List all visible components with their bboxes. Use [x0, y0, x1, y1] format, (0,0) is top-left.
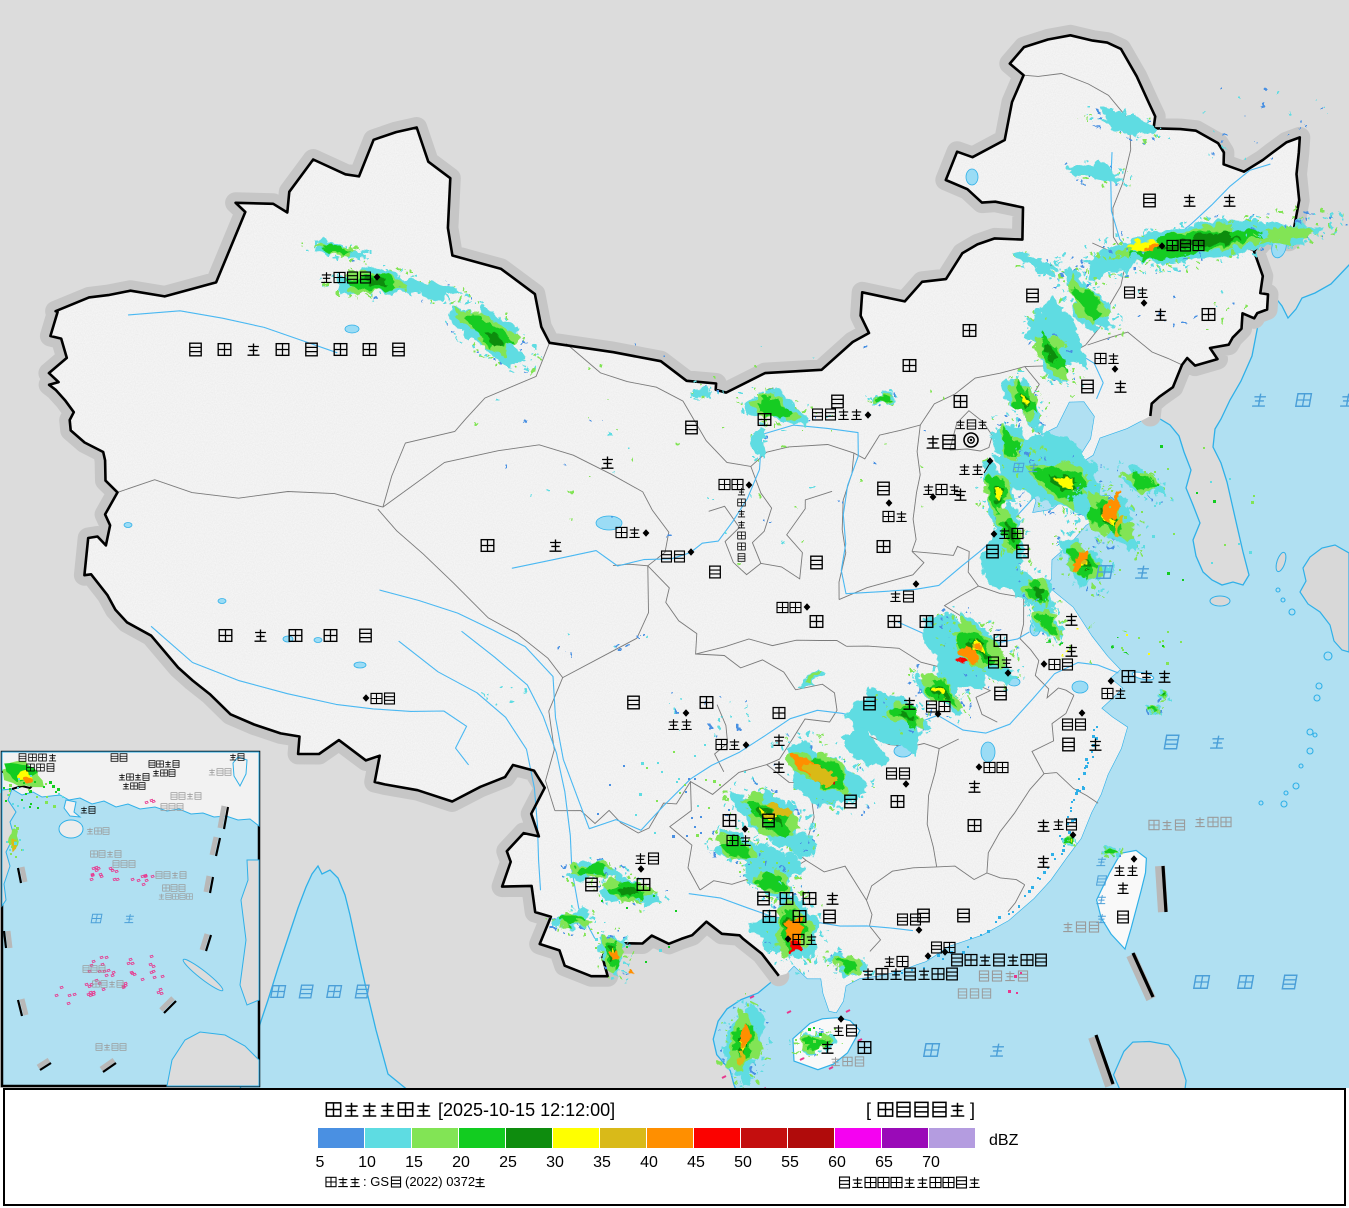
svg-text:65: 65	[875, 1154, 893, 1171]
svg-text:5: 5	[316, 1154, 325, 1171]
svg-text:15: 15	[405, 1154, 423, 1171]
svg-text:30: 30	[546, 1154, 564, 1171]
svg-text:dBZ: dBZ	[989, 1132, 1019, 1149]
svg-text:25: 25	[499, 1154, 517, 1171]
svg-text:60: 60	[828, 1154, 846, 1171]
svg-text:[2025-10-15 12:12:00]: [2025-10-15 12:12:00]	[438, 1100, 615, 1120]
svg-text:35: 35	[593, 1154, 611, 1171]
svg-text:50: 50	[734, 1154, 752, 1171]
svg-text:45: 45	[687, 1154, 705, 1171]
svg-text:55: 55	[781, 1154, 799, 1171]
svg-text:]: ]	[970, 1100, 975, 1120]
svg-text:70: 70	[922, 1154, 940, 1171]
svg-text:40: 40	[640, 1154, 658, 1171]
svg-text:20: 20	[452, 1154, 470, 1171]
svg-text:[: [	[866, 1100, 871, 1120]
svg-text:10: 10	[358, 1154, 376, 1171]
svg-text:(2022) 0372: (2022) 0372	[405, 1174, 475, 1189]
svg-text:: GS: : GS	[363, 1174, 389, 1189]
